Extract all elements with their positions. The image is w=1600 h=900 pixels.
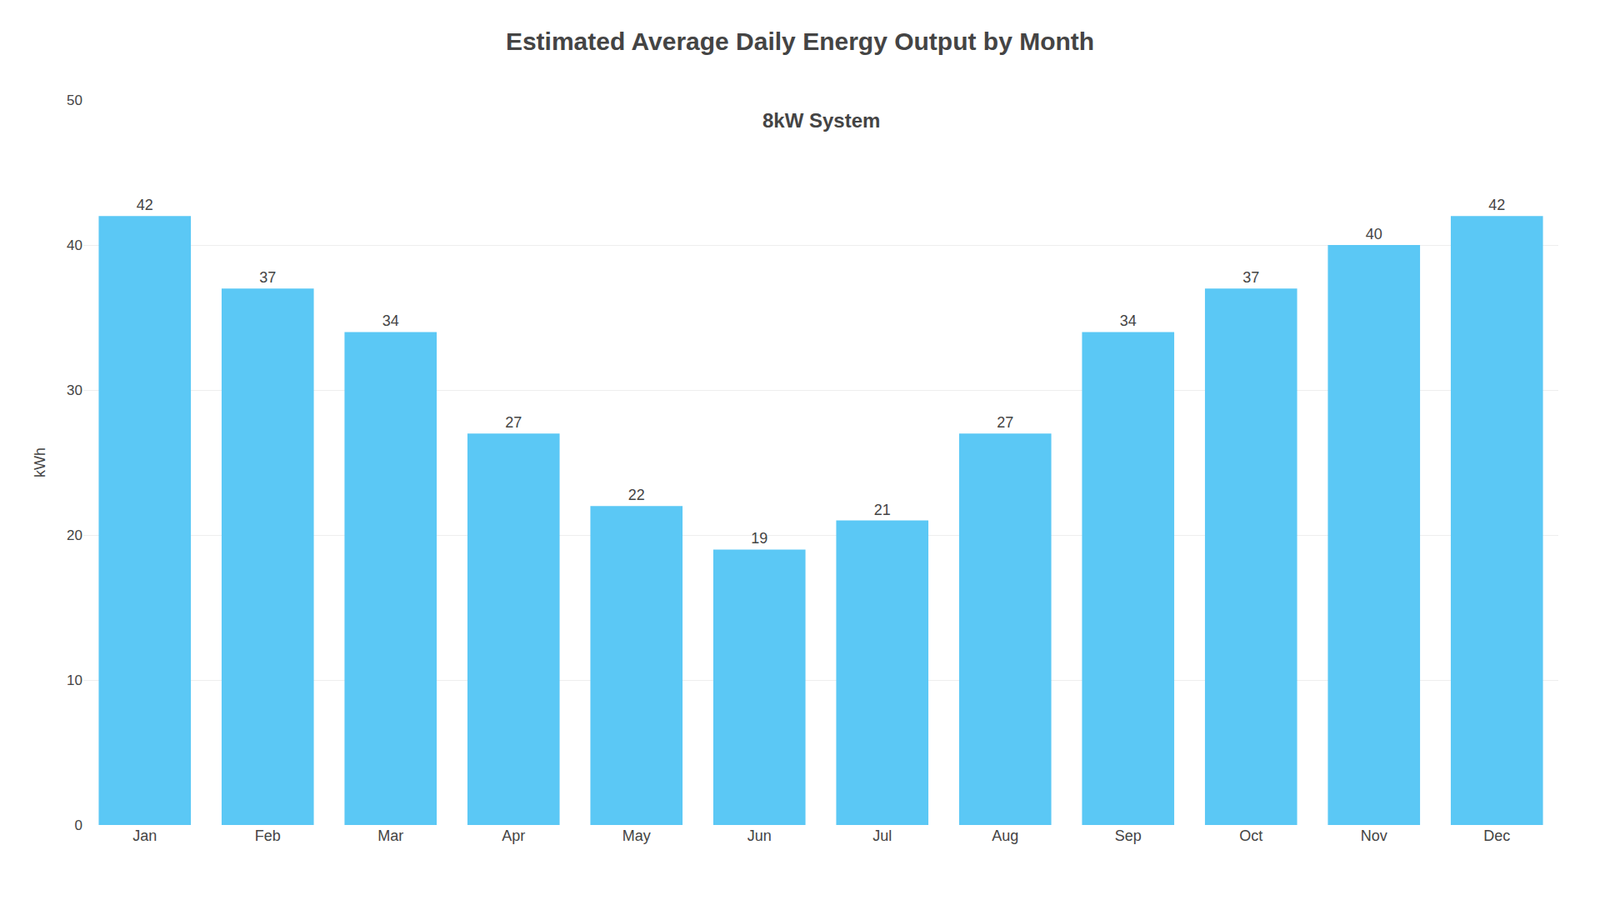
svg-text:42: 42 (1488, 196, 1505, 214)
svg-text:0: 0 (75, 817, 83, 834)
svg-text:kWh: kWh (31, 447, 49, 478)
svg-text:34: 34 (1120, 312, 1137, 330)
svg-text:Dec: Dec (1483, 827, 1510, 845)
svg-text:May: May (622, 827, 651, 845)
svg-text:22: 22 (628, 486, 645, 504)
svg-text:Jun: Jun (747, 827, 772, 845)
svg-text:Oct: Oct (1239, 827, 1263, 845)
svg-text:Nov: Nov (1360, 827, 1388, 845)
svg-text:27: 27 (505, 414, 522, 431)
svg-text:27: 27 (996, 414, 1014, 431)
svg-text:40: 40 (66, 237, 83, 254)
svg-text:42: 42 (136, 196, 154, 214)
svg-text:50: 50 (66, 92, 83, 109)
svg-text:37: 37 (259, 269, 276, 286)
svg-text:Jan: Jan (132, 827, 157, 845)
svg-text:8kW System: 8kW System (762, 109, 880, 132)
svg-text:Estimated Average Daily Energy: Estimated Average Daily Energy Output by… (505, 27, 1095, 55)
svg-text:30: 30 (66, 382, 83, 399)
svg-text:37: 37 (1242, 269, 1260, 286)
svg-text:Mar: Mar (377, 827, 404, 845)
svg-text:20: 20 (66, 527, 83, 544)
svg-text:19: 19 (750, 530, 768, 547)
svg-text:Feb: Feb (255, 827, 281, 845)
svg-text:21: 21 (874, 501, 891, 519)
svg-text:10: 10 (66, 672, 83, 689)
svg-text:Aug: Aug (991, 827, 1019, 845)
svg-text:40: 40 (1365, 225, 1383, 243)
svg-text:Jul: Jul (872, 827, 892, 845)
svg-text:Sep: Sep (1115, 827, 1142, 845)
svg-text:Apr: Apr (501, 827, 525, 845)
svg-text:34: 34 (382, 312, 400, 330)
